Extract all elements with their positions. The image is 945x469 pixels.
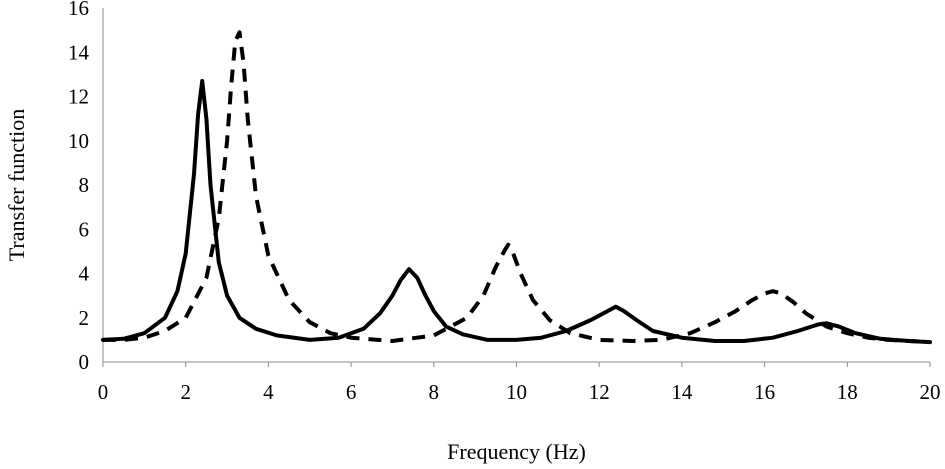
y-tick-label: 10 xyxy=(68,129,89,153)
series-layer xyxy=(101,30,932,345)
y-tick-label: 0 xyxy=(79,350,90,374)
x-tick-label: 14 xyxy=(671,380,693,404)
x-tick-label: 18 xyxy=(837,380,858,404)
x-tick-label: 20 xyxy=(920,380,941,404)
y-tick-label: 16 xyxy=(68,0,89,20)
x-tick-label: 0 xyxy=(98,380,109,404)
series-line-2 xyxy=(103,30,931,345)
x-tick-label: 4 xyxy=(263,380,274,404)
x-tick-label: 16 xyxy=(754,380,775,404)
x-axis-ticks: 0 2 4 6 8 10 12 14 16 18 20 xyxy=(98,362,941,404)
x-tick-label: 6 xyxy=(346,380,357,404)
y-axis-ticks: 0 2 4 6 8 10 12 14 16 xyxy=(68,0,90,374)
series-line-1 xyxy=(101,79,932,345)
y-tick-label: 12 xyxy=(68,85,89,109)
x-tick-label: 2 xyxy=(180,380,191,404)
x-tick-label: 10 xyxy=(506,380,527,404)
y-axis-title: Transfer function xyxy=(4,109,29,262)
y-tick-label: 14 xyxy=(68,40,90,64)
y-tick-label: 8 xyxy=(79,173,90,197)
plot-area xyxy=(102,8,930,363)
x-tick-label: 8 xyxy=(429,380,440,404)
x-axis-title: Frequency (Hz) xyxy=(447,439,586,464)
x-tick-label: 12 xyxy=(589,380,610,404)
y-tick-label: 2 xyxy=(79,306,90,330)
y-tick-label: 4 xyxy=(79,262,90,286)
y-tick-label: 6 xyxy=(79,217,90,241)
